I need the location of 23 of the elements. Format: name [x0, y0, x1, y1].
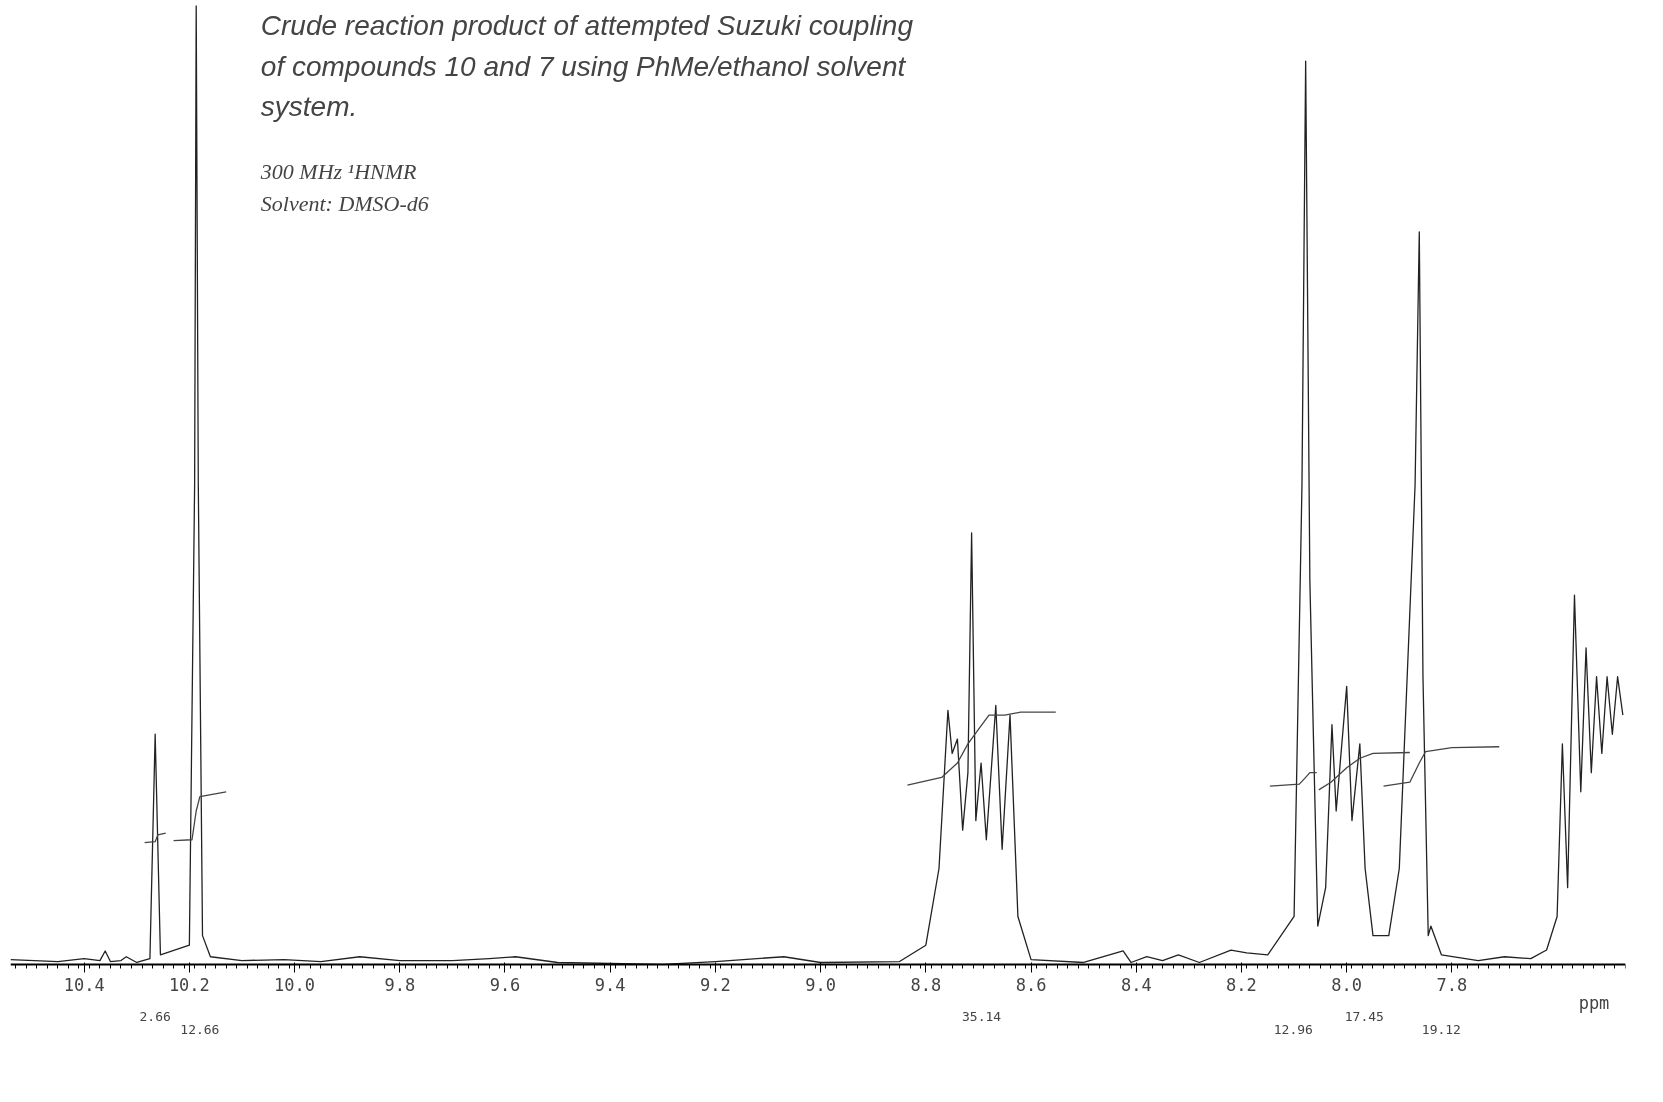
x-tick-label: 8.8 [910, 975, 942, 996]
x-tick-label: 10.0 [274, 975, 316, 996]
x-tick-label: 10.4 [63, 975, 105, 996]
text: 17.45 [1344, 1009, 1384, 1025]
x-tick-label: 9.6 [489, 975, 521, 996]
x-tick-label: 8.2 [1226, 975, 1257, 996]
x-axis-title: ppm [1578, 993, 1610, 1014]
x-tick-label: 9.2 [700, 975, 731, 996]
text: 19.12 [1421, 1021, 1461, 1037]
x-tick-label: 7.8 [1436, 975, 1468, 996]
x-tick-label: 8.0 [1331, 975, 1363, 996]
text: 2.66 [139, 1009, 171, 1025]
x-tick-label: 10.2 [168, 975, 210, 996]
x-tick-label: 9.4 [594, 975, 626, 996]
x-tick-label: 8.6 [1015, 975, 1047, 996]
text: 35.14 [962, 1009, 1002, 1025]
text: 300 MHz ¹HNMR Solvent: DMSO-d6 [259, 158, 429, 216]
text: 12.66 [180, 1021, 220, 1037]
x-tick-label: 8.4 [1120, 975, 1152, 996]
text: 12.96 [1273, 1021, 1313, 1037]
x-tick-label: 9.0 [805, 975, 836, 996]
x-tick-label: 9.8 [384, 975, 416, 996]
text: Crude reaction product of attempted Suzuki coupling of compounds 10 and 7 using PhMe/ethanol solvent system. [260, 10, 914, 122]
